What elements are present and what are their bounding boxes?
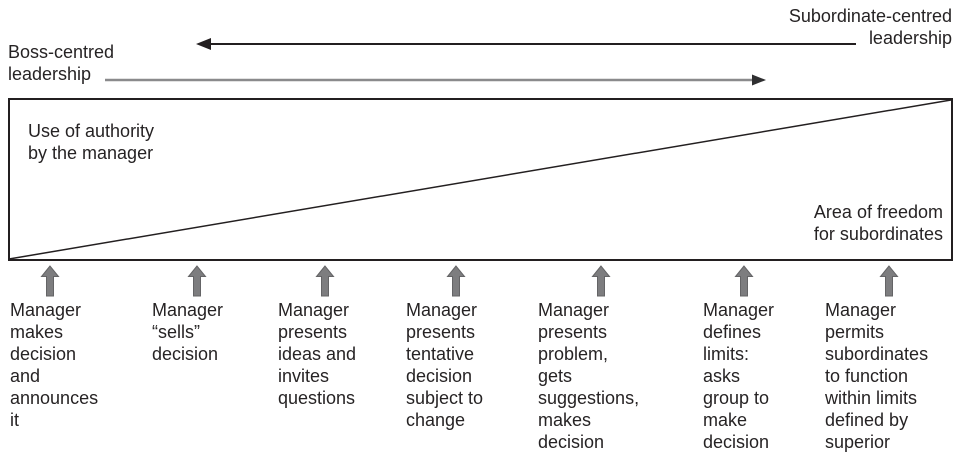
up-arrow-icon xyxy=(591,265,611,297)
boss-centred-label: Boss-centred leadership xyxy=(8,42,115,84)
behavior-label-presents-ideas: Manager presents ideas and invites quest… xyxy=(278,300,357,408)
area-of-freedom-label: Area of freedom for subordinates xyxy=(813,202,943,244)
behavior-label-tentative-decision: Manager presents tentative decision subj… xyxy=(406,300,484,430)
up-arrow-icon xyxy=(879,265,899,297)
left-arrow-icon xyxy=(196,38,856,50)
use-of-authority-label: Use of authority by the manager xyxy=(28,121,155,163)
behavior-label-permits-subordinates: Manager permits subordinates to function… xyxy=(825,300,929,452)
behavior-label-sells-decision: Manager “sells” decision xyxy=(152,300,224,364)
up-arrow-icon xyxy=(40,265,60,297)
behavior-label-defines-limits: Manager defines limits: asks group to ma… xyxy=(703,300,775,452)
continuum-box xyxy=(8,98,953,261)
up-arrow-icon xyxy=(446,265,466,297)
up-arrow-icon xyxy=(734,265,754,297)
up-arrow-icon xyxy=(315,265,335,297)
behavior-label-presents-problem: Manager presents problem, gets suggestio… xyxy=(538,300,640,452)
up-arrow-icon xyxy=(187,265,207,297)
subordinate-centred-label: Subordinate-centred leadership xyxy=(788,6,952,48)
diagonal-divider xyxy=(8,99,952,260)
behavior-label-makes-decision: Manager makes decision and announces it xyxy=(10,300,99,430)
right-arrow-icon xyxy=(105,74,766,86)
